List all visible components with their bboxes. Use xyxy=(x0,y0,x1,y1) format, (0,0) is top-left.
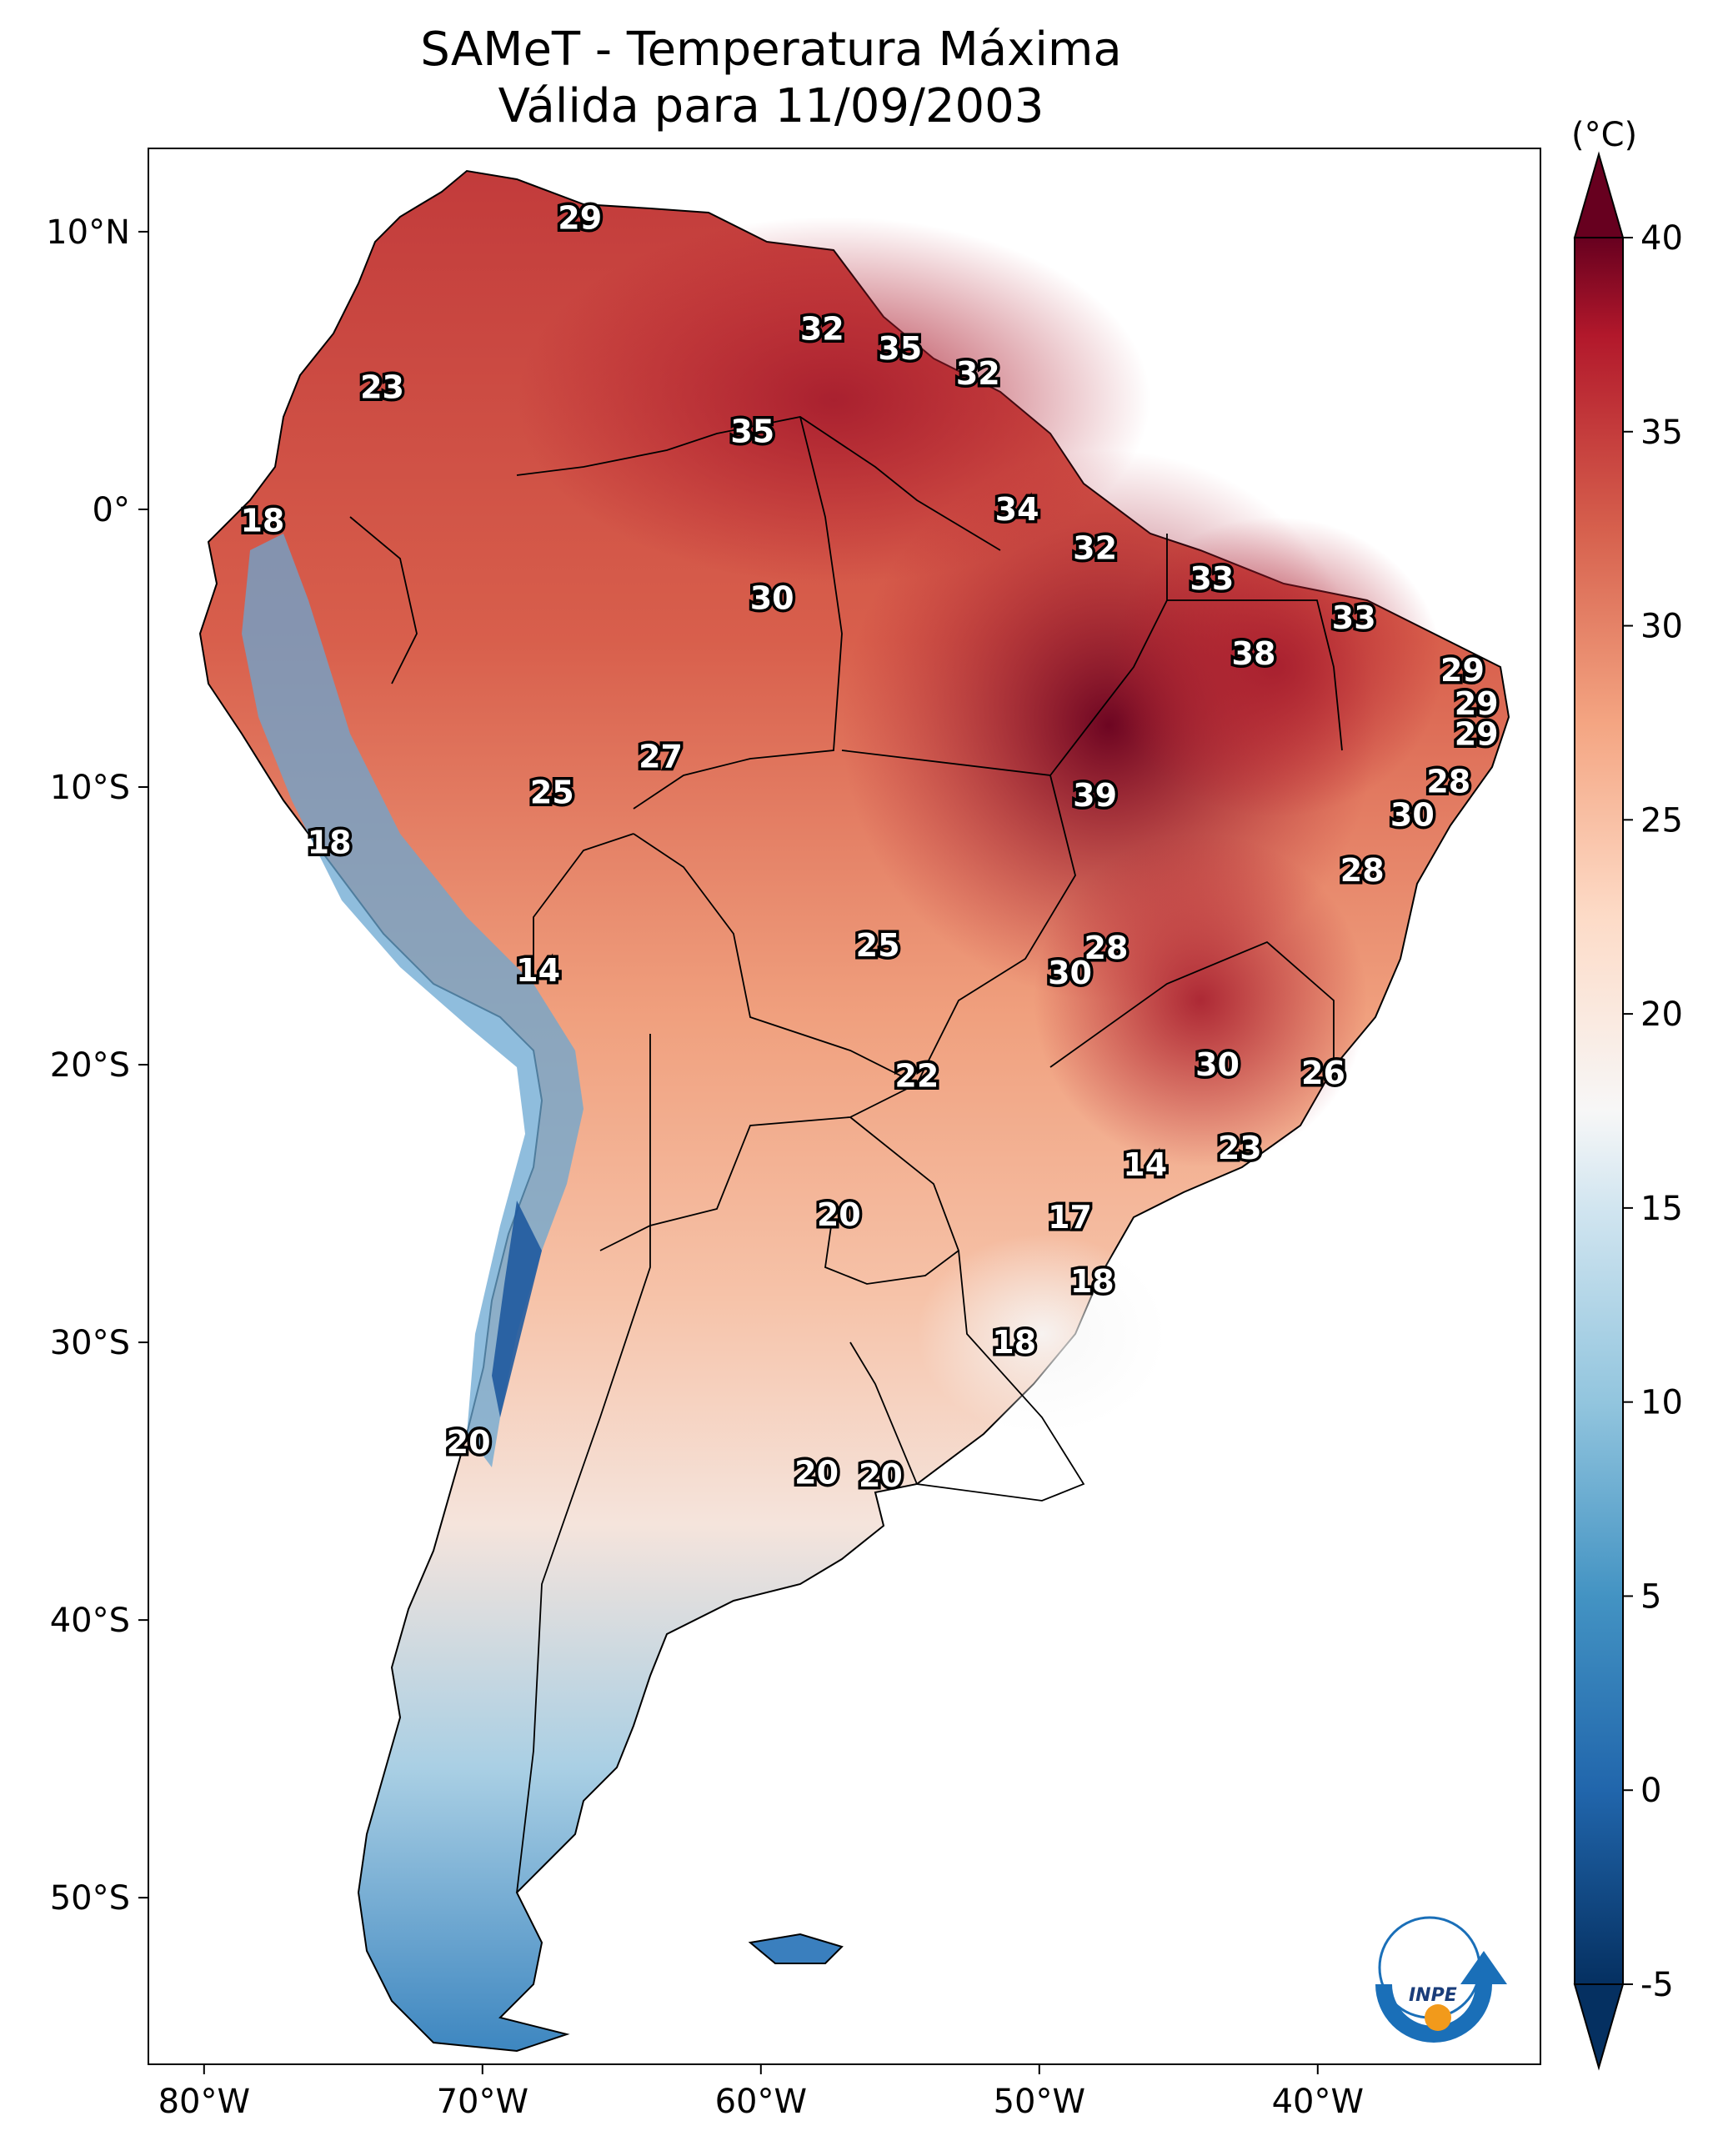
contour-label: 30 xyxy=(1048,955,1092,991)
x-tick-label: 80°W xyxy=(158,2083,250,2121)
contour-label: 26 xyxy=(1301,1055,1345,1091)
contour-label: 20 xyxy=(447,1424,491,1461)
contour-label: 29 xyxy=(1440,652,1485,689)
contour-label: 29 xyxy=(1455,716,1499,753)
y-tick-label: 40°S xyxy=(50,1602,130,1640)
y-tick-label: 10°N xyxy=(46,213,130,252)
contour-label: 32 xyxy=(800,310,844,347)
x-tick-label: 40°W xyxy=(1272,2083,1364,2121)
contour-label: 35 xyxy=(878,330,922,367)
colorbar-tick-label: 30 xyxy=(1640,608,1683,646)
colorbar-min-extend xyxy=(1573,1983,1625,2071)
contour-label: 23 xyxy=(360,369,404,405)
contour-label: 27 xyxy=(639,738,683,775)
contour-label: 18 xyxy=(240,502,284,539)
contour-label: 14 xyxy=(516,952,560,989)
colorbar-tick-label: 10 xyxy=(1640,1384,1683,1422)
contour-label: 29 xyxy=(558,199,602,236)
contour-label: 32 xyxy=(1073,530,1117,567)
falkland-islands xyxy=(748,1933,844,1964)
x-tick-label: 70°W xyxy=(437,2083,528,2121)
contour-label: 25 xyxy=(530,775,574,811)
x-tick-label: 50°W xyxy=(994,2083,1085,2121)
contour-label: 20 xyxy=(794,1455,839,1492)
map-title-line2: Válida para 11/09/2003 xyxy=(498,79,1044,133)
contour-label: 28 xyxy=(1084,930,1129,966)
colorbar-tick-label: 15 xyxy=(1640,1190,1683,1228)
contour-label: 38 xyxy=(1232,635,1276,672)
country-borders xyxy=(349,416,1343,1893)
contour-label: 22 xyxy=(894,1057,939,1094)
contour-label: 35 xyxy=(730,414,774,450)
colorbar: (°C) -5 0 5 10 15 20 25 30 35 40 xyxy=(1571,116,1683,2071)
x-axis-ticks: 80°W 70°W 60°W 50°W 40°W xyxy=(158,2064,1364,2121)
contour-label: 18 xyxy=(308,825,352,861)
contour-label: 20 xyxy=(817,1196,861,1233)
contour-label: 17 xyxy=(1048,1199,1092,1236)
inpe-logo: INPE xyxy=(1375,1916,1507,2043)
colorbar-max-extend xyxy=(1573,151,1625,238)
y-tick-label: 20°S xyxy=(50,1046,130,1085)
y-tick-label: 10°S xyxy=(50,769,130,807)
colorbar-ticks: -5 0 5 10 15 20 25 30 35 40 xyxy=(1623,219,1683,2004)
contour-label: 30 xyxy=(1390,796,1435,833)
colorbar-tick-label: 20 xyxy=(1640,995,1683,1034)
contour-label: 39 xyxy=(1073,777,1117,814)
map-frame xyxy=(148,148,1541,2065)
y-tick-label: 0° xyxy=(93,491,130,529)
colorbar-tick-label: 35 xyxy=(1640,414,1683,452)
y-tick-label: 30°S xyxy=(50,1324,130,1362)
contour-label: 33 xyxy=(1190,560,1234,597)
colorbar-scale xyxy=(1574,237,1624,1985)
contour-label: 25 xyxy=(856,927,900,964)
contour-label: 30 xyxy=(750,580,794,617)
contour-label: 34 xyxy=(995,491,1039,528)
contour-label: 14 xyxy=(1123,1146,1167,1183)
contour-label: 30 xyxy=(1195,1046,1240,1083)
map-title-line1: SAMeT - Temperatura Máxima xyxy=(420,23,1122,77)
temperature-field xyxy=(242,217,1442,1467)
inpe-logo-text: INPE xyxy=(1409,1985,1457,2006)
contour-label: 20 xyxy=(859,1457,903,1494)
contour-label: 33 xyxy=(1332,599,1376,636)
contour-label: 18 xyxy=(1070,1263,1114,1300)
colorbar-tick-label: -5 xyxy=(1640,1966,1674,2004)
y-axis-ticks: 10°N 0° 10°S 20°S 30°S 40°S 50°S xyxy=(46,213,148,1918)
contour-label: 29 xyxy=(1455,685,1499,722)
colorbar-tick-label: 25 xyxy=(1640,801,1683,840)
x-tick-label: 60°W xyxy=(715,2083,807,2121)
contour-label: 23 xyxy=(1218,1130,1262,1166)
contour-label: 28 xyxy=(1340,852,1385,889)
colorbar-tick-label: 5 xyxy=(1640,1577,1661,1616)
colorbar-unit: (°C) xyxy=(1571,116,1637,154)
contour-label: 32 xyxy=(956,355,1000,392)
colorbar-tick-label: 0 xyxy=(1640,1772,1661,1810)
contour-label: 18 xyxy=(992,1324,1036,1361)
colorbar-tick-label: 40 xyxy=(1640,219,1683,258)
contour-label: 28 xyxy=(1426,763,1470,800)
y-tick-label: 50°S xyxy=(50,1879,130,1918)
